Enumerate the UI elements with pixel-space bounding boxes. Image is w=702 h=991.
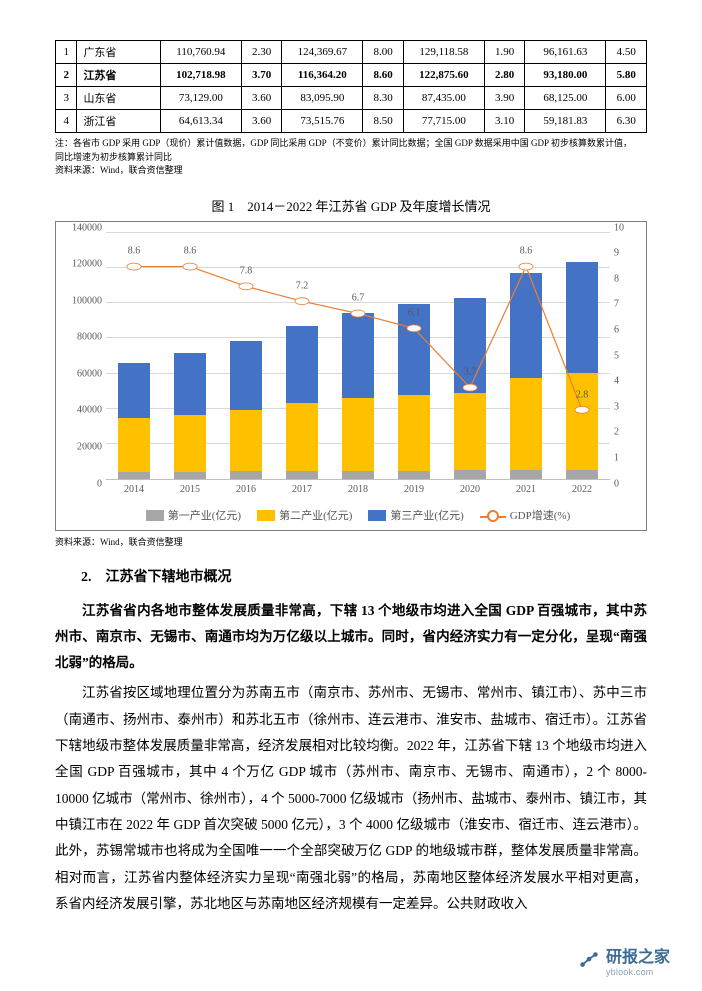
table-footnote: 注：各省市 GDP 采用 GDP（现价）累计值数据，GDP 同比采用 GDP（不… xyxy=(55,137,647,178)
chart-legend: 第一产业(亿元) 第二产业(亿元) 第三产业(亿元) GDP增速(%) xyxy=(106,504,610,526)
para-lead: 江苏省省内各地市整体发展质量非常高，下辖 13 个地级市均进入全国 GDP 百强… xyxy=(55,598,647,677)
table-row: 4浙江省 64,613.343.60 73,515.768.50 77,715.… xyxy=(56,110,647,133)
chart-title: 图 1 2014－2022 年江苏省 GDP 及年度增长情况 xyxy=(55,196,647,215)
table-row: 3山东省 73,129.003.60 83,095.908.30 87,435.… xyxy=(56,87,647,110)
watermark-icon xyxy=(578,949,600,971)
table-row: 1广东省 110,760.942.30 124,369.678.00 129,1… xyxy=(56,41,647,64)
para-body: 江苏省按区域地理位置分为苏南五市（南京市、苏州市、无锡市、常州市、镇江市）、苏中… xyxy=(55,680,647,917)
section-heading: 2. 江苏省下辖地市概况 xyxy=(81,566,647,586)
gdp-rank-table: 1广东省 110,760.942.30 124,369.678.00 129,1… xyxy=(55,40,647,133)
table-row: 2江苏省 102,718.983.70 116,364.208.60 122,8… xyxy=(56,64,647,87)
watermark: 研报之家 yblook.com xyxy=(578,943,670,977)
chart-source: 资料来源：Wind，联合资信整理 xyxy=(55,535,647,548)
gdp-chart: 020000400006000080000100000120000140000 … xyxy=(55,221,647,531)
